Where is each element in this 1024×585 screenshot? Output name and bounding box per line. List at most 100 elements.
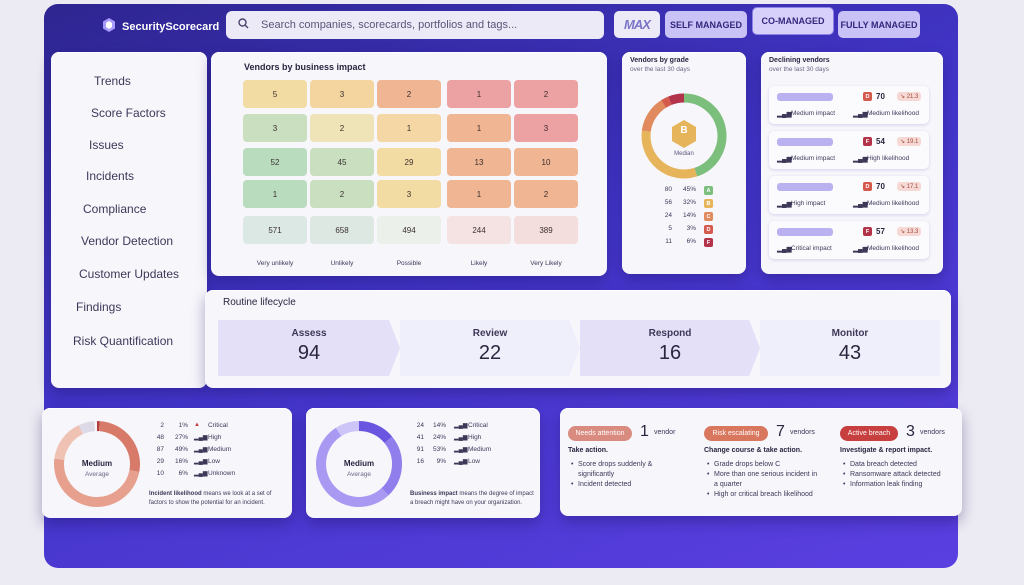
heatmap-cell[interactable]: 2 <box>310 180 374 208</box>
stage-value: 22 <box>478 342 502 364</box>
heatmap-cell[interactable]: 571 <box>243 216 307 244</box>
likelihood-percent: 27% <box>174 434 188 441</box>
heatmap-cell[interactable]: 2 <box>310 114 374 142</box>
grade-percent: 45% <box>682 186 696 193</box>
search-icon <box>238 18 249 32</box>
brand-logo[interactable]: SecurityScorecard <box>102 18 219 35</box>
declining-vendors-card: Declining vendors over the last 30 days … <box>761 52 943 274</box>
bullet: • <box>843 461 846 468</box>
status-tag[interactable]: Risk escalating <box>704 426 768 441</box>
heatmap-cell[interactable]: 1 <box>447 180 511 208</box>
bullet: • <box>843 471 846 478</box>
heatmap-cell[interactable]: 10 <box>514 148 578 176</box>
lifecycle-stage[interactable]: Monitor 43 <box>760 320 940 376</box>
sidebar-item-findings[interactable]: Findings <box>76 300 122 314</box>
status-item: Incident detected <box>578 481 632 488</box>
heatmap-cell[interactable]: 1 <box>447 114 511 142</box>
sidebar-item-trends[interactable]: Trends <box>94 74 131 88</box>
signal-icon: ▂▄▆ <box>853 156 868 163</box>
lifecycle-stage[interactable]: Review 22 <box>400 320 580 376</box>
status-item: a quarter <box>714 481 743 488</box>
vendors-by-grade-card: Vendors by grade over the last 30 days B… <box>622 52 746 274</box>
vendor-likelihood: Medium likelihood <box>867 110 920 117</box>
status-tag[interactable]: Active breach <box>840 426 898 441</box>
sidebar-item-vendor-detection[interactable]: Vendor Detection <box>81 234 174 248</box>
heatmap-cell[interactable]: 1 <box>377 114 441 142</box>
vendor-name-placeholder <box>777 228 833 236</box>
sidebar-item-score-factors[interactable]: Score Factors <box>91 106 166 120</box>
stage-value: 94 <box>297 342 321 364</box>
declining-title: Declining vendors <box>769 57 830 64</box>
heatmap-cell[interactable]: 2 <box>514 80 578 108</box>
heatmap-cell[interactable]: 5 <box>243 80 307 108</box>
status-item: Data breach detected <box>850 461 917 468</box>
grade-center-label: Median <box>674 151 694 157</box>
declining-vendor-row[interactable]: F 57 ↘ 13.3 ▂▄▆ Critical impact ▂▄▆ Medium lik… <box>769 221 929 259</box>
declining-vendor-row[interactable]: F 54 ↘ 19.1 ▂▄▆ Medium impact ▂▄▆ High likelih… <box>769 131 929 169</box>
vendor-name-placeholder <box>777 183 833 191</box>
heatmap-cell[interactable]: 2 <box>514 180 578 208</box>
sidebar-item-compliance[interactable]: Compliance <box>83 202 147 216</box>
heatmap-cell[interactable]: 658 <box>310 216 374 244</box>
donut-segment <box>78 421 96 435</box>
heatmap-cell[interactable]: 1 <box>243 180 307 208</box>
heatmap-cell[interactable]: 2 <box>377 80 441 108</box>
heatmap-cell[interactable]: 13 <box>447 148 511 176</box>
grade-hex-icon: F <box>704 238 713 247</box>
signal-icon: ▂▄▆ <box>454 423 468 429</box>
impact-percent: 53% <box>432 446 446 453</box>
bullet: • <box>707 461 710 468</box>
heatmap-cell[interactable]: 3 <box>514 114 578 142</box>
grade-count: 5 <box>668 225 672 232</box>
heatmap-cell[interactable]: 3 <box>377 180 441 208</box>
heatmap-cell[interactable]: 3 <box>243 114 307 142</box>
donut-segment <box>641 130 698 179</box>
heatmap-cell[interactable]: 29 <box>377 148 441 176</box>
declining-vendor-row[interactable]: D 70 ↘ 21.3 ▂▄▆ Medium impact ▂▄▆ Medium likel… <box>769 86 929 124</box>
vendor-score: 70 <box>876 92 885 101</box>
sidebar-item-risk-quantification[interactable]: Risk Quantification <box>73 334 174 348</box>
business-impact-title: Vendors by business impact <box>244 62 366 72</box>
signal-icon: ▂▄▆ <box>853 201 868 208</box>
grade-count: 80 <box>664 186 672 193</box>
signal-icon: ▂▄▆ <box>777 111 792 118</box>
heatmap-cell[interactable]: 45 <box>310 148 374 176</box>
declining-vendor-row[interactable]: D 70 ↘ 17.1 ▂▄▆ High impact ▂▄▆ Medium likelih… <box>769 176 929 214</box>
vendor-impact: Medium impact <box>791 155 836 162</box>
impact-count: 16 <box>416 458 424 465</box>
search-input[interactable]: Search companies, scorecards, portfolios… <box>226 11 604 39</box>
score-change-badge: ↘ 21.3 <box>897 92 922 101</box>
lifecycle-stage[interactable]: Assess 94 <box>218 320 400 376</box>
donut-segment <box>668 93 685 105</box>
signal-icon: ▂▄▆ <box>853 111 868 118</box>
heatmap-cell[interactable]: 389 <box>514 216 578 244</box>
sidebar-item-incidents[interactable]: Incidents <box>86 169 135 183</box>
heatmap-cell[interactable]: 1 <box>447 80 511 108</box>
grade-percent: 14% <box>682 212 696 219</box>
bullet: • <box>843 481 846 488</box>
vendor-likelihood: High likelihood <box>867 155 910 162</box>
heatmap-cell[interactable]: 52 <box>243 148 307 176</box>
vendor-score: 54 <box>876 137 885 146</box>
impact-note: Business impact means the degree of impa… <box>410 491 534 506</box>
likelihood-percent: 6% <box>178 470 188 477</box>
self-managed-button[interactable]: SELF MANAGED <box>665 11 747 38</box>
lifecycle-stage[interactable]: Respond 16 <box>580 320 760 376</box>
bullet: • <box>571 461 574 468</box>
heatmap-cell[interactable]: 244 <box>447 216 511 244</box>
donut-segment <box>54 458 140 507</box>
bullet: • <box>707 471 710 478</box>
heatmap-cell[interactable]: 3 <box>310 80 374 108</box>
heatmap-cell[interactable]: 494 <box>377 216 441 244</box>
vendor-score: 70 <box>876 182 885 191</box>
impact-center-sub: Average <box>346 471 372 478</box>
likelihood-count: 2 <box>160 422 164 429</box>
fully-managed-button[interactable]: FULLY MANAGED <box>838 11 920 38</box>
co-managed-button[interactable]: CO-MANAGED <box>752 7 834 35</box>
stage-value: 43 <box>838 342 862 364</box>
status-tag[interactable]: Needs attention <box>568 426 632 441</box>
sidebar-item-customer-updates[interactable]: Customer Updates <box>79 267 180 281</box>
status-item: Score drops suddenly & <box>578 461 653 468</box>
donut-segment <box>683 93 727 177</box>
sidebar-item-issues[interactable]: Issues <box>89 138 124 152</box>
